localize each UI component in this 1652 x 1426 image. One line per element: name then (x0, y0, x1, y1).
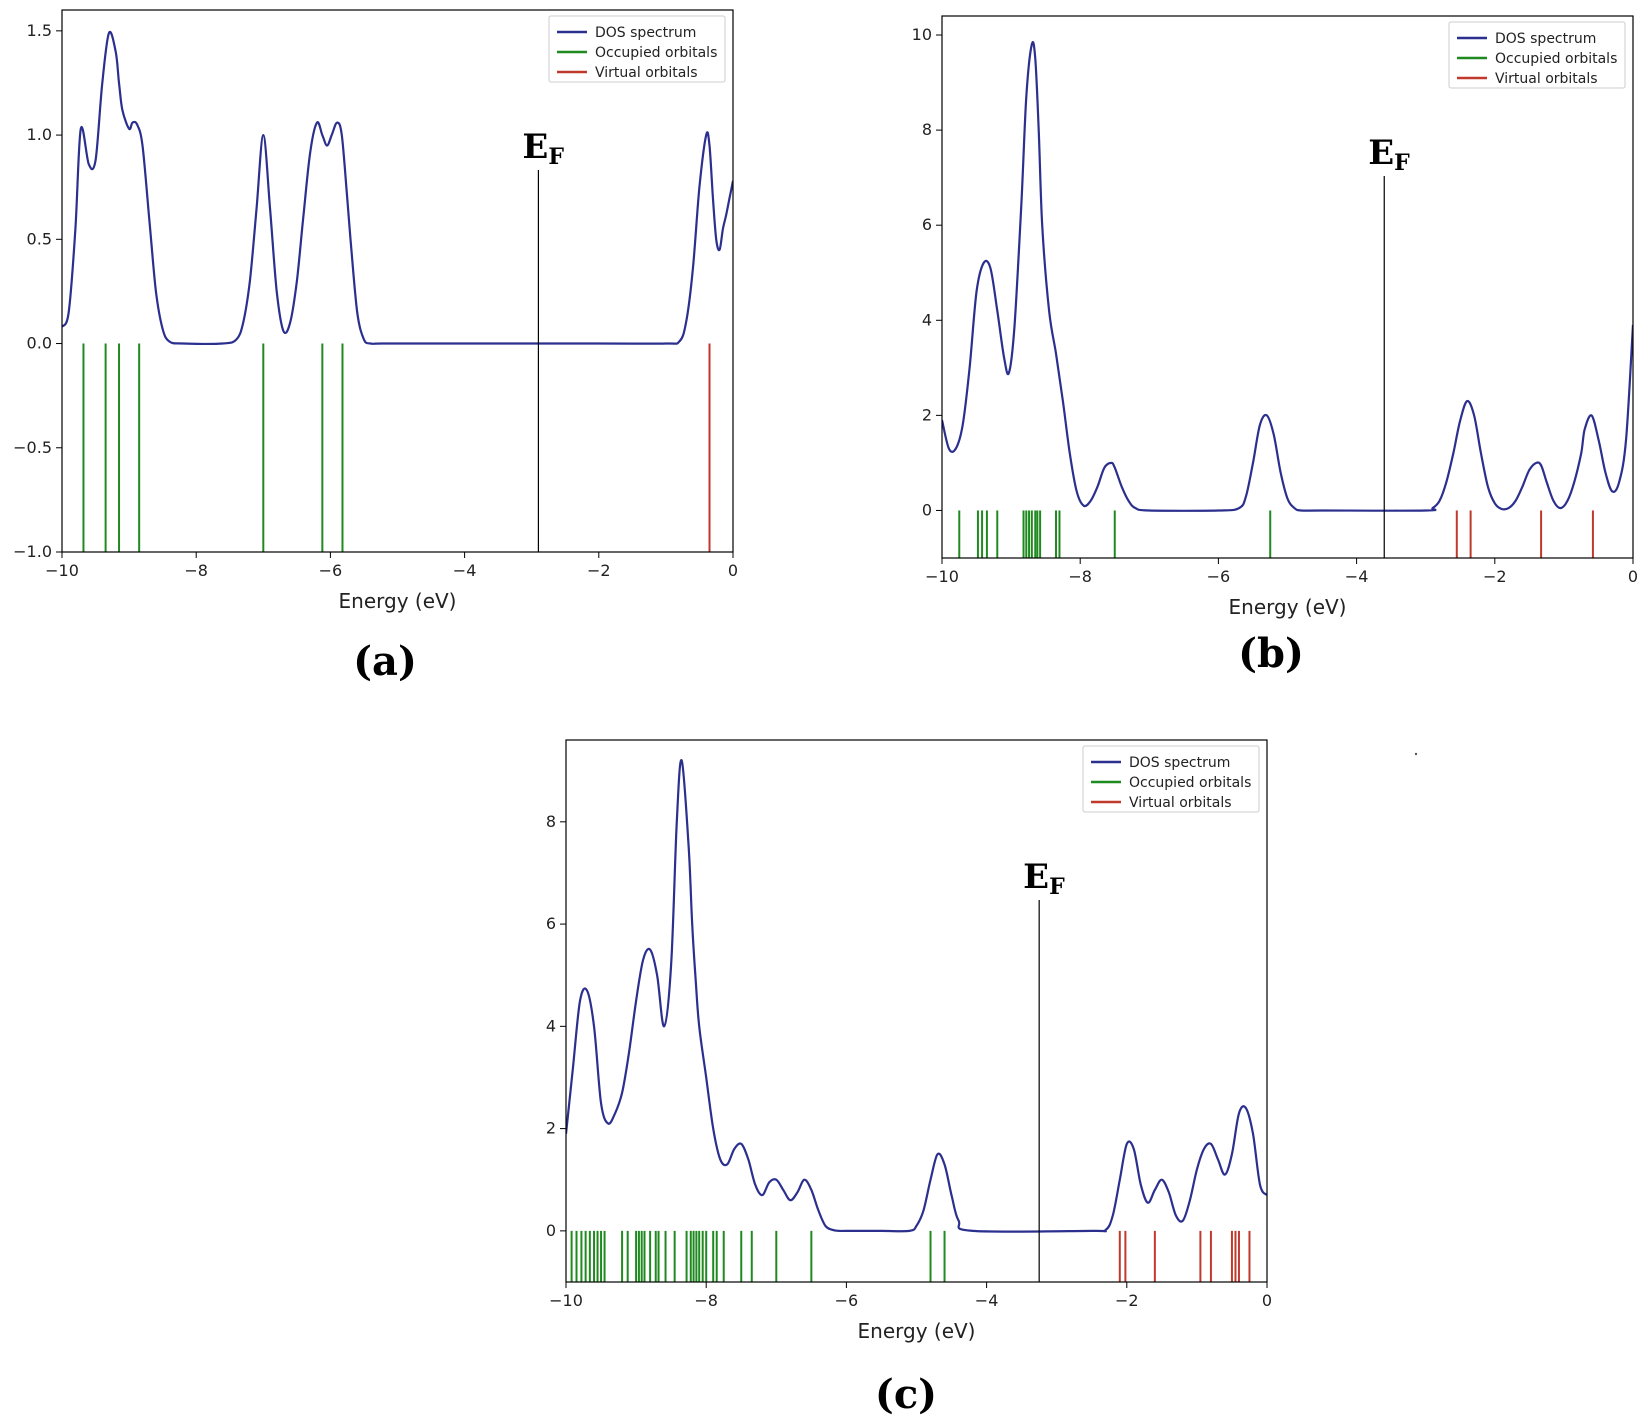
y-tick-label-c-1: 2 (546, 1119, 556, 1138)
legend-label-c-2: Virtual orbitals (1129, 795, 1232, 811)
y-tick-label-b-1: 2 (922, 405, 932, 424)
legend-label-b-2: Virtual orbitals (1495, 71, 1598, 87)
y-tick-label-a-0: −1.0 (13, 542, 52, 561)
plot-layer-a: EF −10 −8 −6 −4 −2 0 −1.0 −0.5 0.0 0.5 1.0 1.5 Energy… (13, 9, 738, 613)
x-tick-label-c-2: −6 (835, 1291, 859, 1310)
x-tick-label-c-1: −8 (694, 1291, 718, 1310)
legend-c: DOS spectrum Occupied orbitals Virtual orb… (1082, 745, 1260, 813)
x-axis-label-c: Energy (eV) (858, 1319, 976, 1343)
x-tick-label-b-2: −6 (1207, 567, 1231, 586)
fermi-level-label-a: EF (522, 127, 564, 170)
legend-a: DOS spectrum Occupied orbitals Virtual orb… (548, 15, 726, 83)
x-axis-label-a: Energy (eV) (339, 589, 457, 613)
y-tick-label-c-3: 6 (546, 914, 556, 933)
y-tick-label-a-3: 0.5 (27, 229, 52, 248)
x-tick-label-c-4: −2 (1115, 1291, 1139, 1310)
dos-curve-a (62, 30, 733, 346)
plot-layer-b: EF −10 −8 −6 −4 −2 0 0 2 4 6 8 10 Energy (eV) DOS spec… (912, 15, 1638, 619)
y-tick-label-b-5: 10 (912, 25, 932, 44)
chart-panel-a: EF −10 −8 −6 −4 −2 0 −1.0 −0.5 0.0 0.5 1.0 1.5 Energy… (13, 9, 738, 685)
x-tick-label-a-5: 0 (728, 561, 738, 580)
legend-label-c-0: DOS spectrum (1129, 755, 1230, 771)
x-tick-label-a-3: −4 (453, 561, 477, 580)
legend-label-a-0: DOS spectrum (595, 25, 696, 41)
x-tick-label-a-4: −2 (587, 561, 611, 580)
x-tick-label-b-4: −2 (1483, 567, 1507, 586)
y-tick-label-c-2: 4 (546, 1016, 556, 1035)
plot-layer-c: EF −10 −8 −6 −4 −2 0 0 2 4 6 8 Energy (eV) DOS spectr… (546, 739, 1272, 1343)
y-tick-label-b-4: 8 (922, 120, 932, 139)
legend-label-b-0: DOS spectrum (1495, 31, 1596, 47)
dos-curve-b (942, 40, 1633, 512)
dos-curve-c (566, 759, 1267, 1233)
y-tick-label-b-3: 6 (922, 215, 932, 234)
legend-label-b-1: Occupied orbitals (1495, 51, 1617, 67)
y-tick-label-c-0: 0 (546, 1221, 556, 1240)
x-tick-label-a-2: −6 (319, 561, 343, 580)
legend-label-a-2: Virtual orbitals (595, 65, 698, 81)
x-tick-label-a-0: −10 (45, 561, 79, 580)
y-tick-label-c-4: 8 (546, 812, 556, 831)
chart-panel-b: EF −10 −8 −6 −4 −2 0 0 2 4 6 8 10 Energy (eV) DOS spec… (912, 15, 1638, 677)
plot-frame-b (941, 15, 1634, 559)
x-tick-label-c-0: −10 (549, 1291, 583, 1310)
y-tick-label-b-0: 0 (922, 500, 932, 519)
x-tick-label-c-3: −4 (975, 1291, 999, 1310)
fermi-level-label-b: EF (1368, 133, 1410, 176)
y-tick-label-a-5: 1.5 (27, 21, 52, 40)
plot-frame-c (565, 739, 1268, 1283)
y-tick-label-a-4: 1.0 (27, 125, 52, 144)
legend-b: DOS spectrum Occupied orbitals Virtual orb… (1448, 21, 1626, 89)
chart-panel-c: EF −10 −8 −6 −4 −2 0 0 2 4 6 8 Energy (eV) DOS spectr… (546, 739, 1272, 1418)
x-tick-label-a-1: −8 (184, 561, 208, 580)
y-tick-label-a-2: 0.0 (27, 334, 52, 353)
legend-label-c-1: Occupied orbitals (1129, 775, 1251, 791)
legend-label-a-1: Occupied orbitals (595, 45, 717, 61)
x-tick-label-b-1: −8 (1068, 567, 1092, 586)
x-axis-label-b: Energy (eV) (1229, 595, 1347, 619)
y-tick-label-b-2: 4 (922, 310, 932, 329)
chart-caption-b: (b) (1238, 630, 1304, 677)
x-tick-label-c-5: 0 (1262, 1291, 1272, 1310)
y-tick-label-a-1: −0.5 (13, 438, 52, 457)
x-tick-label-b-0: −10 (925, 567, 959, 586)
x-tick-label-b-3: −4 (1345, 567, 1369, 586)
chart-caption-c: (c) (875, 1371, 937, 1418)
stray-dot (1414, 752, 1418, 756)
x-tick-label-b-5: 0 (1628, 567, 1638, 586)
chart-caption-a: (a) (353, 638, 417, 685)
plot-frame-a (61, 9, 734, 553)
fermi-level-label-c: EF (1023, 857, 1065, 900)
